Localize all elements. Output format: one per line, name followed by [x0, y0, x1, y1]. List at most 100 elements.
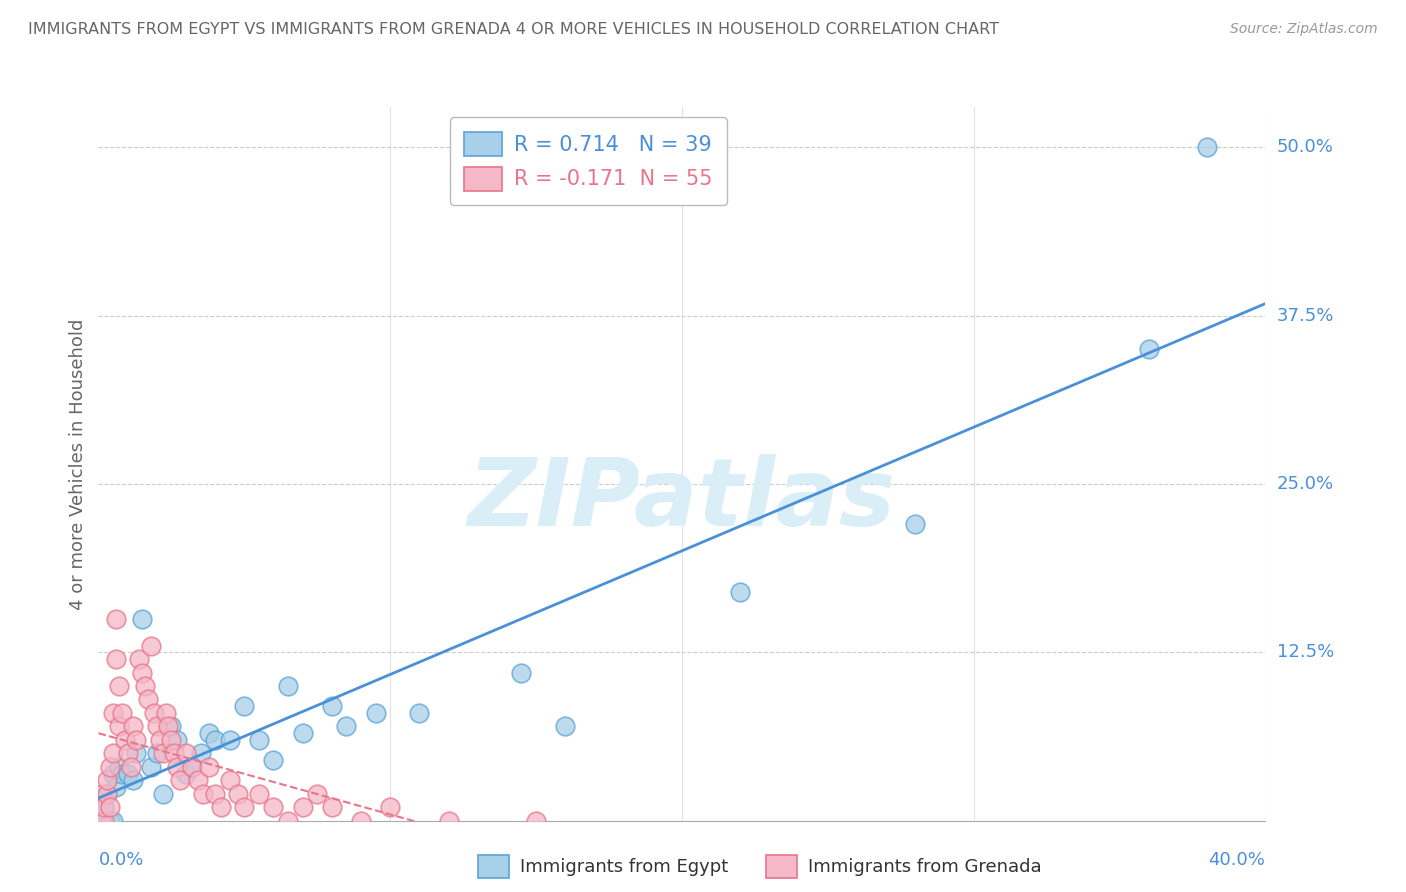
Point	[364, 706, 387, 720]
Point	[101, 747, 124, 761]
Point	[180, 760, 202, 774]
Point	[335, 719, 357, 733]
Point	[142, 706, 165, 720]
Point	[122, 719, 145, 733]
Text: 12.5%: 12.5%	[1277, 643, 1334, 661]
Point	[117, 747, 139, 761]
Point	[93, 800, 115, 814]
Text: 25.0%: 25.0%	[1277, 475, 1334, 493]
Point	[1195, 140, 1218, 154]
Point	[157, 719, 180, 733]
Point	[155, 706, 177, 720]
Point	[131, 665, 153, 680]
Point	[146, 747, 169, 761]
Point	[111, 766, 134, 780]
Point	[204, 787, 226, 801]
Point	[104, 780, 127, 794]
Point	[90, 806, 112, 821]
Point	[228, 787, 250, 801]
Point	[174, 747, 197, 761]
Point	[120, 760, 142, 774]
Point	[139, 760, 162, 774]
Point	[136, 692, 159, 706]
Point	[108, 719, 131, 733]
Point	[152, 787, 174, 801]
Point	[350, 814, 373, 828]
Point	[96, 787, 118, 801]
Point	[307, 787, 329, 801]
Point	[277, 679, 299, 693]
Point	[198, 726, 221, 740]
Point	[1137, 343, 1160, 357]
Point	[90, 814, 112, 828]
Text: 40.0%: 40.0%	[1209, 851, 1265, 869]
Point	[149, 732, 172, 747]
Point	[233, 800, 256, 814]
Point	[98, 814, 121, 828]
Point	[524, 814, 547, 828]
Point	[904, 517, 927, 532]
Point	[166, 732, 188, 747]
Point	[408, 706, 430, 720]
Point	[128, 652, 150, 666]
Point	[111, 706, 134, 720]
Point	[146, 719, 169, 733]
Point	[104, 652, 127, 666]
Point	[180, 760, 202, 774]
Point	[728, 584, 751, 599]
Text: Source: ZipAtlas.com: Source: ZipAtlas.com	[1230, 22, 1378, 37]
Point	[209, 800, 232, 814]
Point	[101, 814, 124, 828]
Y-axis label: 4 or more Vehicles in Household: 4 or more Vehicles in Household	[69, 318, 87, 609]
Point	[114, 732, 136, 747]
Point	[262, 800, 284, 814]
Point	[98, 800, 121, 814]
Point	[218, 732, 240, 747]
Point	[160, 719, 183, 733]
Text: 37.5%: 37.5%	[1277, 307, 1334, 325]
Point	[96, 787, 118, 801]
Legend: R = 0.714   N = 39, R = -0.171  N = 55: R = 0.714 N = 39, R = -0.171 N = 55	[450, 118, 727, 205]
Point	[378, 800, 402, 814]
Point	[204, 732, 226, 747]
Point	[98, 760, 121, 774]
Point	[193, 787, 215, 801]
Point	[134, 679, 156, 693]
Point	[510, 665, 533, 680]
Point	[117, 766, 139, 780]
Point	[321, 699, 343, 714]
Point	[101, 706, 124, 720]
Point	[247, 732, 270, 747]
Text: 50.0%: 50.0%	[1277, 138, 1333, 156]
Point	[93, 800, 115, 814]
Point	[174, 766, 197, 780]
Text: ZIPatlas: ZIPatlas	[468, 453, 896, 546]
Point	[198, 760, 221, 774]
Point	[166, 760, 188, 774]
Point	[108, 679, 131, 693]
Point	[104, 612, 127, 626]
Point	[125, 747, 148, 761]
Point	[291, 726, 314, 740]
Text: Immigrants from Grenada: Immigrants from Grenada	[808, 858, 1042, 876]
Point	[131, 612, 153, 626]
Text: 0.0%: 0.0%	[98, 851, 143, 869]
Point	[247, 787, 270, 801]
Point	[321, 800, 343, 814]
Point	[152, 747, 174, 761]
Point	[139, 639, 162, 653]
Point	[187, 773, 209, 788]
Point	[90, 787, 112, 801]
Point	[169, 773, 191, 788]
Point	[437, 814, 460, 828]
Point	[554, 719, 576, 733]
Point	[291, 800, 314, 814]
Point	[218, 773, 240, 788]
Text: IMMIGRANTS FROM EGYPT VS IMMIGRANTS FROM GRENADA 4 OR MORE VEHICLES IN HOUSEHOLD: IMMIGRANTS FROM EGYPT VS IMMIGRANTS FROM…	[28, 22, 1000, 37]
Point	[277, 814, 299, 828]
Point	[160, 732, 183, 747]
Point	[96, 773, 118, 788]
Point	[125, 732, 148, 747]
Point	[163, 747, 186, 761]
Point	[122, 773, 145, 788]
